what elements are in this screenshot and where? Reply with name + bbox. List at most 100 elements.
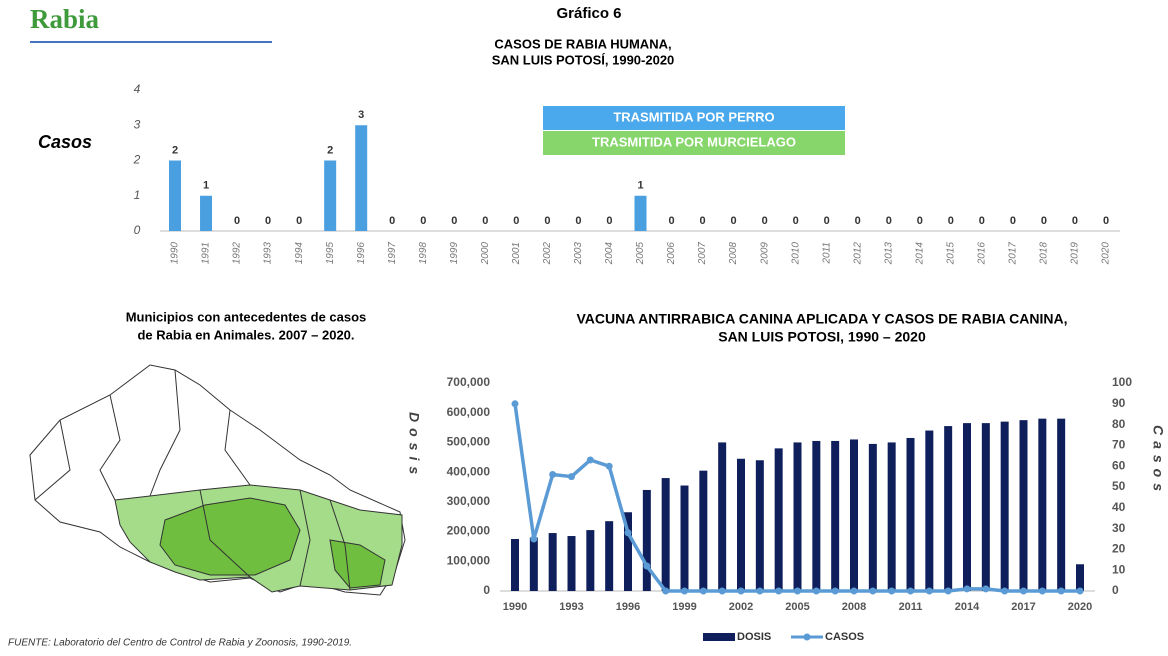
data-label: 0 [886,215,892,227]
legend-label: TRASMITIDA POR PERRO [613,109,774,124]
x-tick-label: 2007 [697,242,708,266]
bar [529,537,538,591]
map-border [299,489,311,587]
x-tick-label: 1990 [170,242,181,265]
data-label: 0 [606,215,612,227]
bar [634,195,647,231]
line-marker [662,587,670,595]
line-marker [568,473,575,481]
header-title: Rabia [30,4,100,34]
x-tick-label: 1997 [387,242,398,265]
footer: FUENTE: Laboratorio del Centro de Contro… [8,638,352,649]
legend-swatch [803,633,811,641]
chart-title: CASOS DE RABIA HUMANA, [494,36,671,51]
bar [831,440,840,591]
x-tick-label: 2002 [729,601,753,613]
map-border [149,369,181,497]
x-tick-label: 2009 [759,242,770,266]
line-marker [794,587,801,595]
x-tick-label: 2014 [955,601,980,613]
y-tick-label: 1 [134,188,141,202]
data-label: 0 [948,215,954,227]
line-marker [1038,587,1046,595]
chart-title: SAN LUIS POTOSI, 1990 – 2020 [718,329,926,345]
data-label: 0 [731,215,737,227]
data-label: 2 [172,144,178,156]
x-tick-label: 2000 [480,242,491,266]
data-label: 0 [1010,215,1016,227]
map-region [329,539,386,589]
data-label: 0 [420,215,426,227]
bar [355,125,368,231]
line-marker [624,529,632,537]
legend-label: CASOS [825,631,864,643]
y2-axis-label: Casos [1150,425,1166,497]
x-tick-label: 2013 [883,242,894,266]
data-label: 0 [513,215,519,227]
line-marker [963,585,971,593]
bar [586,530,595,591]
x-tick-label: 1998 [418,242,429,265]
bar [925,430,934,591]
data-label: 0 [234,215,240,227]
legend-swatch [543,106,845,130]
bar [624,512,632,591]
y2-tick-label: 40 [1112,500,1126,514]
x-tick-label: 2011 [821,242,832,265]
x-tick-label: 2011 [899,601,923,613]
legend-label: TRASMITIDA POR MURCIELAGO [592,134,796,149]
y2-tick-label: 30 [1112,521,1126,535]
legend-swatch [543,131,845,155]
data-label: 0 [1072,215,1078,227]
x-tick-label: 2019 [1070,242,1081,266]
y-tick-label: 0 [134,223,141,237]
y-tick-label: 100,000 [447,553,491,567]
bar [605,521,614,591]
bar [661,478,670,591]
line-marker [1057,587,1065,595]
y2-tick-label: 10 [1112,562,1126,576]
data-label: 0 [389,215,395,227]
y-tick-label: 3 [134,117,141,131]
bar [755,460,764,591]
map-title: de Rabia en Animales. 2007 – 2020. [137,327,354,342]
y-tick-label: 2 [133,153,141,167]
bar [737,458,745,591]
x-tick-label: 2008 [728,242,739,266]
bar [963,423,971,591]
data-label: 0 [824,215,830,227]
line-marker [737,587,745,595]
data-label: 0 [855,215,861,227]
line-marker [1020,587,1027,595]
line-marker [530,535,538,543]
chart-title: SAN LUIS POTOSÍ, 1990-2020 [492,52,675,67]
data-label: 0 [762,215,768,227]
data-label: 0 [265,215,271,227]
data-label: 0 [917,215,923,227]
line-marker [907,587,914,595]
x-tick-label: 2001 [511,242,522,265]
map-border [199,489,251,578]
x-tick-label: 1993 [559,601,583,613]
x-tick-label: 2005 [785,601,809,613]
y2-tick-label: 60 [1112,458,1126,472]
data-label: 2 [327,144,333,156]
y-axis-label: Casos [38,132,92,152]
bar [324,160,337,231]
bar [1000,421,1009,591]
line-marker [831,587,839,595]
x-tick-label: 1992 [232,242,243,265]
x-tick-label: 1995 [325,242,336,265]
x-tick-label: 1994 [294,242,305,265]
x-tick-label: 2016 [977,242,988,266]
x-tick-label: 2018 [1039,242,1050,266]
x-tick-label: 2010 [790,242,801,266]
x-tick-label: 1999 [672,601,696,613]
legend-label: DOSIS [737,631,771,643]
data-label: 0 [979,215,985,227]
bar [511,539,519,591]
line-marker [850,587,858,595]
x-tick-label: 1996 [616,601,640,613]
x-tick-label: 2017 [1008,242,1019,266]
